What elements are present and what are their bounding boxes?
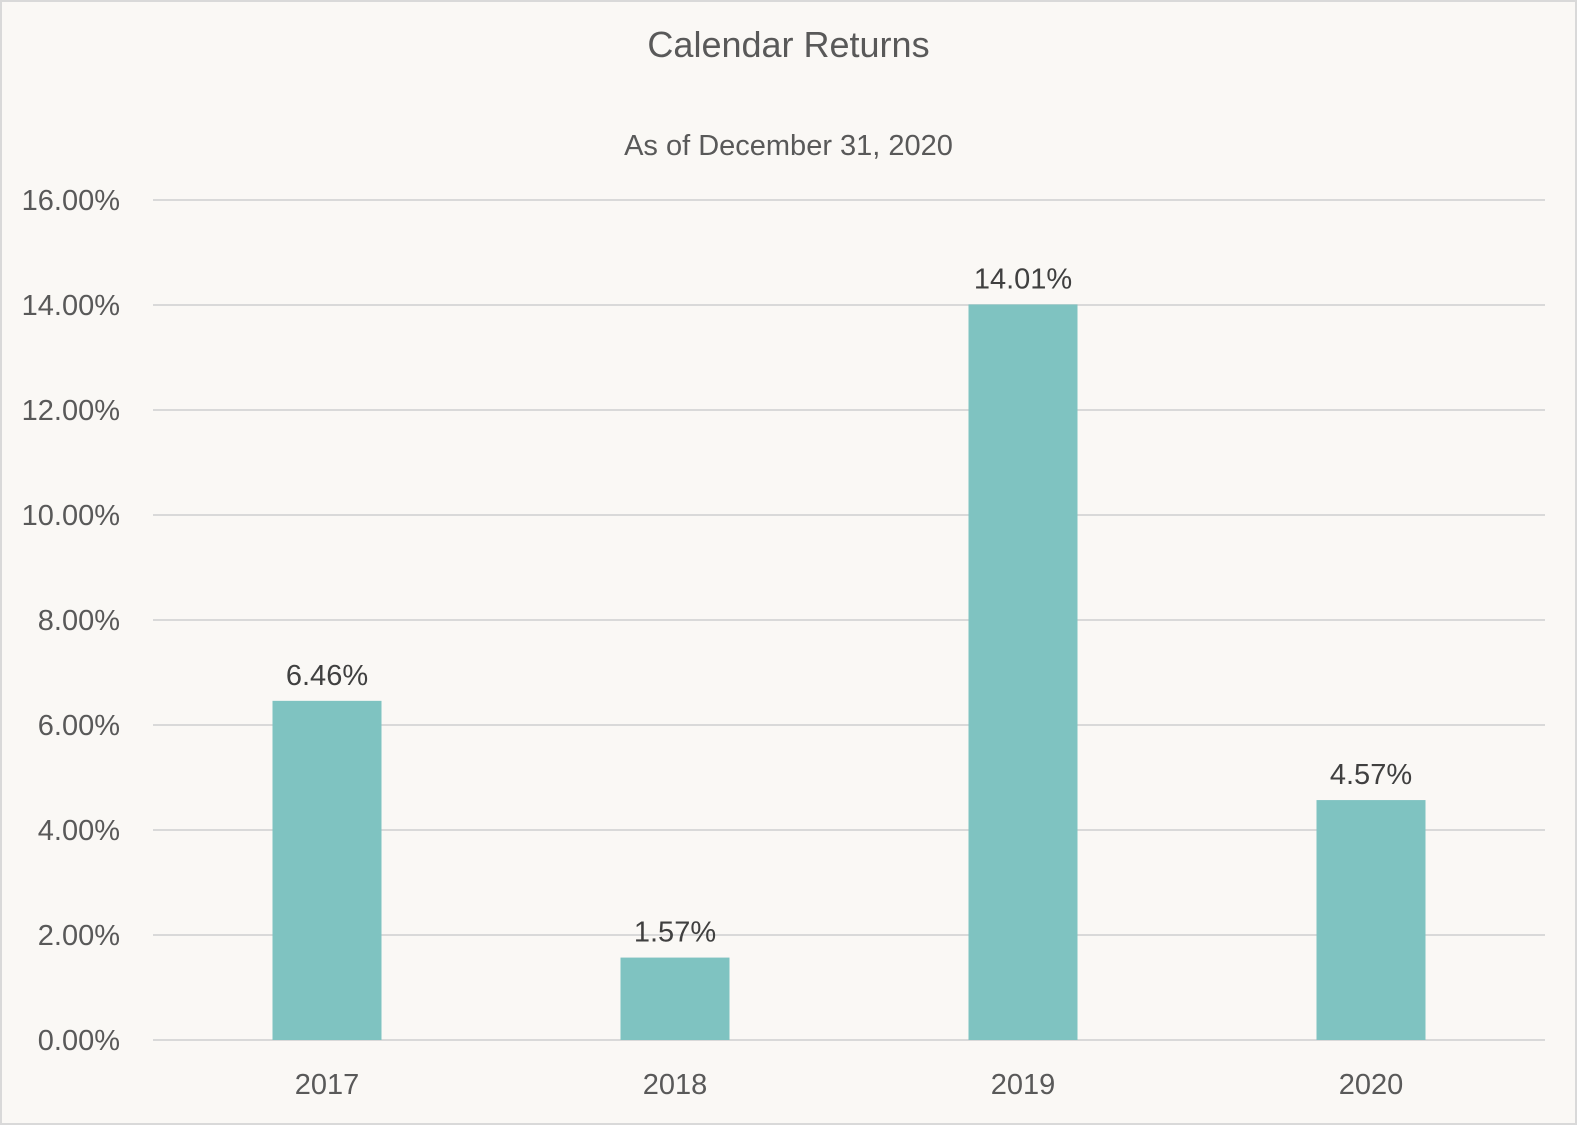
y-tick-label: 6.00% (38, 710, 120, 742)
chart-subtitle: As of December 31, 2020 (624, 130, 953, 162)
bar-2017 (272, 700, 382, 1040)
x-tick-label: 2018 (643, 1069, 708, 1101)
x-tick-label: 2020 (1339, 1069, 1404, 1101)
bar-2018 (620, 957, 730, 1040)
y-tick-label: 0.00% (38, 1025, 120, 1057)
data-label-2018: 1.57% (634, 917, 716, 949)
y-tick-label: 8.00% (38, 605, 120, 637)
y-tick-label: 4.00% (38, 815, 120, 847)
y-tick-label: 12.00% (22, 395, 120, 427)
bar-2019 (968, 304, 1078, 1041)
y-tick-label: 2.00% (38, 920, 120, 952)
y-tick-label: 16.00% (22, 185, 120, 217)
y-tick-label: 10.00% (22, 500, 120, 532)
data-labels: 6.46% 1.57% 14.01% 4.57% (286, 263, 1412, 948)
data-label-2017: 6.46% (286, 660, 368, 692)
gridlines (153, 199, 1545, 1041)
x-tick-label: 2019 (991, 1069, 1056, 1101)
data-label-2019: 14.01% (974, 263, 1072, 295)
data-label-2020: 4.57% (1330, 759, 1412, 791)
bar-2020 (1316, 800, 1426, 1040)
x-axis-ticks: 2017 2018 2019 2020 (295, 1069, 1404, 1101)
y-axis-ticks: 0.00% 2.00% 4.00% 6.00% 8.00% 10.00% 12.00% 14.… (22, 185, 120, 1057)
x-tick-label: 2017 (295, 1069, 360, 1101)
bars (272, 304, 1426, 1041)
y-tick-label: 14.00% (22, 290, 120, 322)
chart-title: Calendar Returns (647, 24, 930, 65)
